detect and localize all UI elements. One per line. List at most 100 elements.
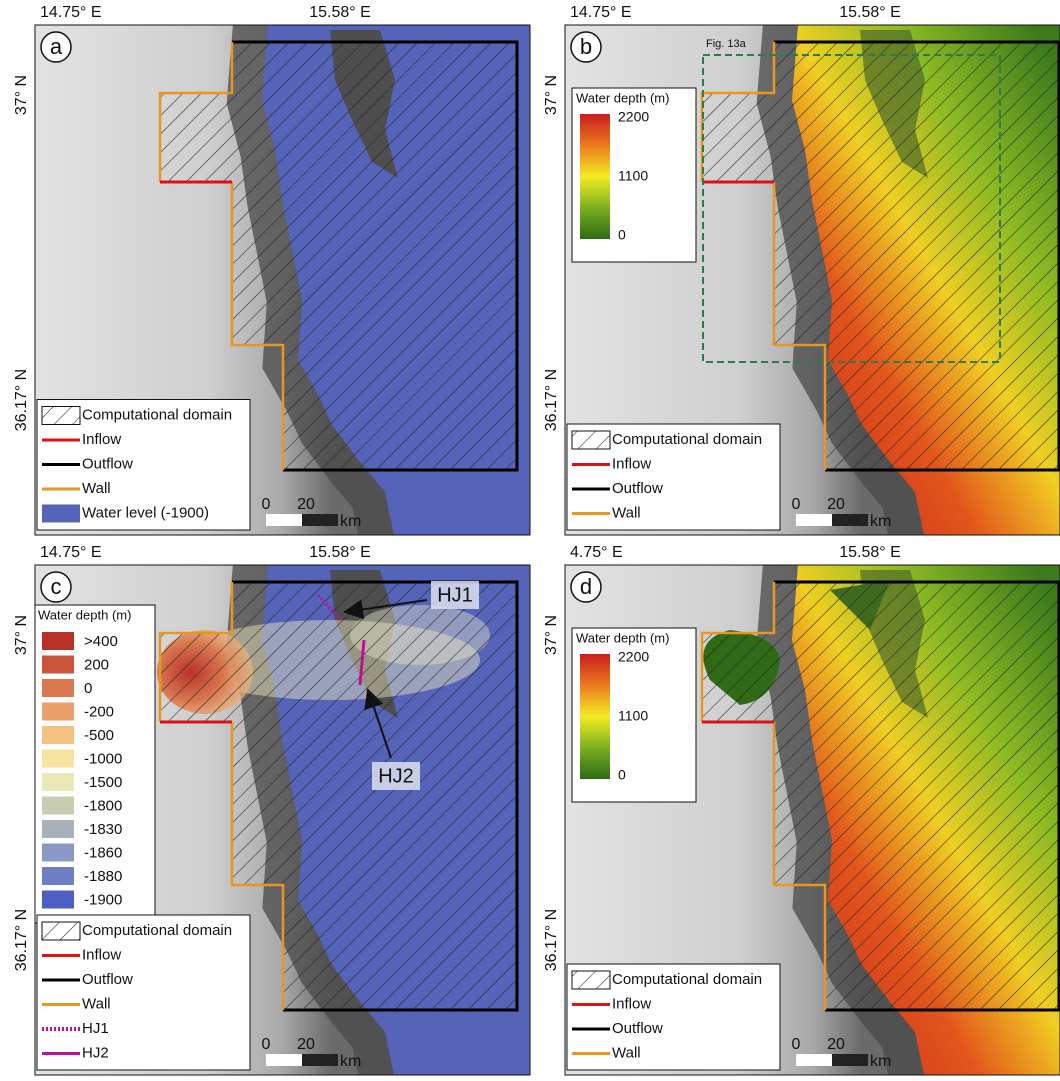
class-swatch	[42, 820, 74, 838]
colorbar-label: 2200	[618, 649, 649, 665]
class-swatch	[42, 891, 74, 909]
colorbar-label: 1100	[618, 168, 648, 184]
panel-letter: c	[51, 574, 62, 599]
lat-label: 36.17° N	[543, 369, 560, 431]
class-swatch	[42, 797, 74, 815]
legend-label: Wall	[612, 1044, 641, 1061]
scale-label: km	[870, 1053, 891, 1070]
scale-label: 0	[262, 496, 271, 513]
legend-label: Computational domain	[82, 922, 232, 939]
legend-label: Water level (-1900)	[82, 504, 209, 521]
lon-label: 4.75° E	[570, 544, 623, 561]
colorbar	[580, 654, 610, 779]
scale-label: 0	[792, 1036, 801, 1053]
class-label: -1860	[84, 844, 122, 861]
class-label: -500	[84, 727, 114, 744]
class-label: -1830	[84, 821, 122, 838]
class-label: -1880	[84, 868, 122, 885]
legend-label: Wall	[82, 995, 111, 1012]
class-legend-title: Water depth (m)	[38, 607, 131, 622]
colorbar-title: Water depth (m)	[576, 630, 669, 645]
class-swatch	[42, 679, 74, 697]
legend-label: Computational domain	[612, 431, 762, 448]
legend-label: Outflow	[612, 1020, 663, 1037]
legend-label: Outflow	[612, 480, 663, 497]
legend-label: Inflow	[612, 995, 651, 1012]
scale-bar	[796, 1054, 832, 1066]
class-label: -1800	[84, 797, 122, 814]
lat-label: 37° N	[543, 615, 560, 655]
scale-bar	[266, 514, 302, 526]
legend-hatch	[42, 407, 80, 425]
scale-label: 20	[827, 496, 845, 513]
legend-water	[42, 505, 80, 523]
class-swatch	[42, 844, 74, 862]
scale-label: 20	[297, 1036, 315, 1053]
class-label: -1900	[84, 891, 122, 908]
legend-label: Outflow	[82, 971, 133, 988]
inset-label: Fig. 13a	[706, 38, 747, 50]
class-label: -200	[84, 703, 114, 720]
lat-label: 36.17° N	[13, 909, 30, 971]
colorbar-title: Water depth (m)	[576, 90, 669, 105]
legend-label: Inflow	[82, 431, 121, 448]
legend-label: Inflow	[612, 455, 651, 472]
lat-label: 36.17° N	[543, 909, 560, 971]
scale-bar	[832, 514, 868, 526]
class-swatch	[42, 726, 74, 744]
colorbar-label: 1100	[618, 708, 648, 724]
colorbar-label: 2200	[618, 109, 649, 125]
class-swatch	[42, 867, 74, 885]
map-panel: Fig. 13a 14.75° E 15.58° E 37° N 36.17° N b Wa…	[543, 4, 1060, 540]
class-label: -1000	[84, 750, 122, 767]
legend-hatch	[572, 431, 610, 449]
class-label: 0	[84, 680, 92, 697]
class-label: -1500	[84, 774, 122, 791]
lon-label: 15.58° E	[839, 544, 901, 561]
class-swatch	[42, 656, 74, 674]
scale-label: km	[870, 513, 891, 530]
lat-label: 37° N	[543, 75, 560, 115]
legend-hatch	[42, 922, 80, 940]
scale-label: 20	[297, 496, 315, 513]
scale-label: km	[340, 513, 361, 530]
callout-label: HJ1	[437, 584, 473, 606]
class-swatch	[42, 773, 74, 791]
legend-hatch	[572, 971, 610, 989]
figure: 14.75° E 15.58° E 37° N 36.17° N a Computatio…	[0, 0, 1060, 1076]
callout-label: HJ2	[378, 765, 414, 787]
lat-label: 36.17° N	[13, 369, 30, 431]
legend-label: Computational domain	[612, 971, 762, 988]
scale-bar	[302, 514, 338, 526]
legend-label: Wall	[82, 480, 111, 497]
class-label: >400	[84, 633, 118, 650]
lon-label: 14.75° E	[570, 4, 632, 21]
lon-label: 15.58° E	[839, 4, 901, 21]
scale-bar	[302, 1054, 338, 1066]
legend-label: HJ2	[82, 1044, 109, 1061]
colorbar-label: 0	[618, 227, 626, 243]
class-swatch	[42, 632, 74, 650]
panel-letter: b	[580, 34, 592, 59]
legend-label: Outflow	[82, 455, 133, 472]
lat-label: 37° N	[13, 75, 30, 115]
panel-letter: a	[50, 34, 63, 59]
lat-label: 37° N	[13, 615, 30, 655]
map-panel: HJ1 HJ2 14.75° E 15.58° E 37° N 36.17° N c Wate…	[13, 544, 530, 1076]
class-swatch	[42, 750, 74, 768]
class-swatch	[42, 703, 74, 721]
scale-label: 0	[792, 496, 801, 513]
scale-bar	[796, 514, 832, 526]
scale-bar	[832, 1054, 868, 1066]
scale-label: km	[340, 1053, 361, 1070]
scale-label: 20	[827, 1036, 845, 1053]
lon-label: 15.58° E	[309, 544, 371, 561]
lon-label: 14.75° E	[40, 4, 102, 21]
lon-label: 15.58° E	[309, 4, 371, 21]
legend-label: Wall	[612, 504, 641, 521]
legend-label: Inflow	[82, 946, 121, 963]
class-label: 200	[84, 656, 109, 673]
lon-label: 14.75° E	[40, 544, 102, 561]
